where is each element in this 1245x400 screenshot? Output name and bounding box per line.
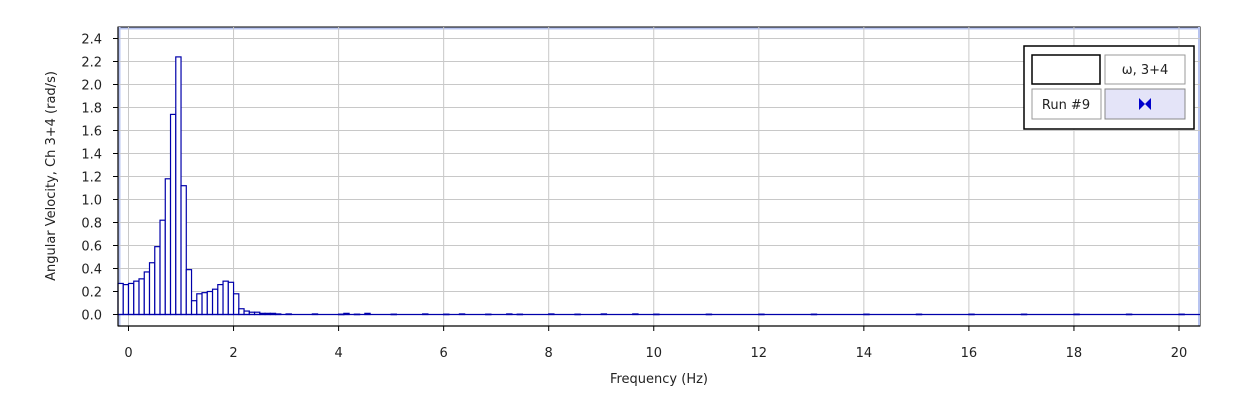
bar [222,280,229,316]
x-tick-label: 10 [645,346,662,361]
bar [217,284,224,316]
bar [154,246,161,316]
bar [185,269,193,316]
x-tick-label: 4 [334,346,342,361]
bar [127,282,135,316]
legend-series-label: ω, 3+4 [1122,63,1169,78]
bar [190,300,198,316]
y-axis-title: Angular Velocity, Ch 3+4 (rad/s) [44,71,59,281]
legend: ω, 3+4 Run #9 [1023,45,1195,130]
y-tick-label: 1.4 [81,148,102,163]
x-axis-title: Frequency (Hz) [610,372,708,387]
x-tick-label: 6 [440,346,448,361]
x-tick-label: 12 [751,346,768,361]
x-axis-ticks: 0 2 4 6 8 10 12 14 16 18 20 [124,326,1187,361]
grid [118,27,1200,326]
bar [227,281,235,316]
bar [143,271,151,316]
bar [206,290,214,316]
legend-swatch[interactable] [1031,54,1101,85]
x-tick-label: 16 [961,346,978,361]
y-tick-label: 0.2 [81,286,102,301]
bar [122,284,130,316]
bar [133,280,140,316]
y-tick-label: 0.0 [81,309,102,324]
y-tick-label: 0.4 [81,263,102,278]
y-tick-label: 2.4 [81,33,102,48]
x-tick-label: 2 [229,346,237,361]
y-tick-label: 0.8 [81,217,102,232]
bar [196,293,203,316]
bar [164,178,172,316]
y-tick-label: 1.6 [81,125,102,140]
bar [117,282,124,316]
bar [180,185,187,316]
x-tick-label: 14 [856,346,873,361]
bars [117,56,1200,316]
bar [201,292,208,316]
x-tick-label: 8 [545,346,553,361]
bar [148,262,156,316]
y-axis-ticks: 0.0 0.2 0.4 0.6 0.8 1.0 1.2 1.4 1.6 1.8 2.0 2.2 2.4 [81,33,118,324]
x-tick-label: 18 [1066,346,1083,361]
y-tick-label: 2.0 [81,79,102,94]
y-tick-label: 1.2 [81,171,102,186]
y-tick-label: 1.0 [81,194,102,209]
legend-series-button[interactable] [1104,54,1186,85]
y-tick-label: 1.8 [81,102,102,117]
bar [175,56,182,316]
legend-run-label: Run #9 [1042,98,1090,113]
y-tick-label: 2.2 [81,56,102,71]
bar [138,278,145,316]
bar [211,288,219,316]
bar [169,113,177,316]
bar [232,293,240,316]
bowtie-icon [1139,98,1151,110]
y-tick-label: 0.6 [81,240,102,255]
legend-run-button[interactable] [1031,88,1102,120]
x-tick-label: 0 [124,346,132,361]
x-tick-label: 20 [1171,346,1188,361]
bar [238,308,245,316]
bar [159,219,166,316]
